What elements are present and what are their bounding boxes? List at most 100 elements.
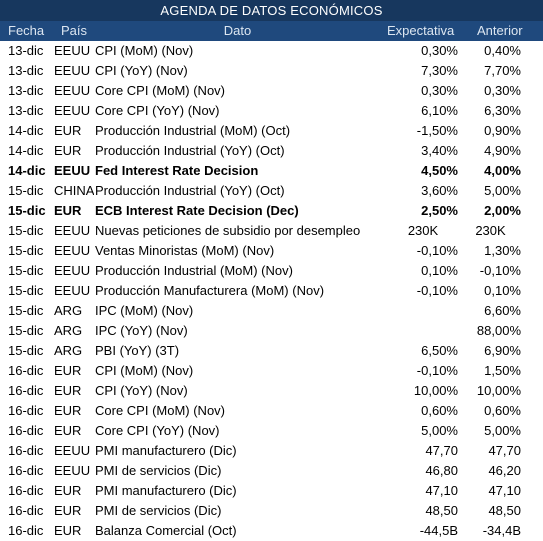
cell-dato: CPI (YoY) (Nov) xyxy=(95,383,188,398)
cell-pais: EEUU xyxy=(54,63,91,78)
cell-anterior: 0,90% xyxy=(484,123,521,138)
cell-dato: ECB Interest Rate Decision (Dec) xyxy=(95,203,299,218)
cell-dato: IPC (YoY) (Nov) xyxy=(95,323,188,338)
cell-dato: Producción Industrial (YoY) (Oct) xyxy=(95,183,285,198)
cell-expectativa: 6,10% xyxy=(421,103,458,118)
cell-pais: EEUU xyxy=(54,263,91,278)
cell-dato: Ventas Minoristas (MoM) (Nov) xyxy=(95,243,275,258)
cell-dato: PMI manufacturero (Dic) xyxy=(95,443,237,458)
table-row: 15-dic CHINA Producción Industrial (YoY) (… xyxy=(0,181,543,201)
cell-expectativa: -0,10% xyxy=(416,283,458,298)
cell-fecha: 14-dic xyxy=(8,143,44,158)
cell-expectativa: 47,10 xyxy=(425,483,458,498)
cell-dato: PBI (YoY) (3T) xyxy=(95,343,180,358)
cell-pais: EUR xyxy=(54,383,82,398)
cell-pais: EUR xyxy=(54,403,82,418)
cell-dato: CPI (MoM) (Nov) xyxy=(95,363,194,378)
cell-dato: PMI de servicios (Dic) xyxy=(95,463,222,478)
table-row: 13-dic EEUU CPI (MoM) (Nov) 0,30% 0,40% xyxy=(0,41,543,61)
cell-expectativa: 10,00% xyxy=(413,383,458,398)
cell-anterior: 47,10 xyxy=(488,483,521,498)
cell-fecha: 15-dic xyxy=(8,183,44,198)
table-row: 15-dic ARG IPC (MoM) (Nov) 6,60% xyxy=(0,301,543,321)
table-row: 16-dic EUR PMI manufacturero (Dic) 47,10 47,… xyxy=(0,481,543,501)
cell-expectativa: 3,40% xyxy=(421,143,458,158)
cell-pais: ARG xyxy=(54,303,83,318)
cell-expectativa: 0,60% xyxy=(421,403,458,418)
table-row: 16-dic EUR Balanza Comercial (Oct) -44,5B -3… xyxy=(0,521,543,541)
cell-anterior: 1,30% xyxy=(484,243,521,258)
cell-fecha: 14-dic xyxy=(8,163,46,178)
sheet-title: AGENDA DE DATOS ECONÓMICOS xyxy=(0,0,543,21)
cell-pais: EEUU xyxy=(54,103,91,118)
header-pais: País xyxy=(61,23,88,38)
table-row: 16-dic EUR CPI (MoM) (Nov) -0,10% 1,50% xyxy=(0,361,543,381)
cell-anterior: 5,00% xyxy=(484,183,521,198)
table-row: 13-dic EEUU Core CPI (MoM) (Nov) 0,30% 0,30% xyxy=(0,81,543,101)
cell-expectativa: -0,10% xyxy=(416,363,458,378)
cell-anterior: 46,20 xyxy=(488,463,521,478)
cell-fecha: 15-dic xyxy=(8,343,44,358)
cell-anterior: 1,50% xyxy=(484,363,521,378)
cell-fecha: 15-dic xyxy=(8,263,44,278)
cell-expectativa: 230K xyxy=(407,223,439,238)
table-row: 14-dic EEUU Fed Interest Rate Decision 4,50… xyxy=(0,161,543,181)
table-row: 15-dic ARG IPC (YoY) (Nov) 88,00% xyxy=(0,321,543,341)
cell-fecha: 16-dic xyxy=(8,523,44,538)
cell-expectativa: 4,50% xyxy=(421,163,458,178)
table-row: 15-dic EEUU Ventas Minoristas (MoM) (Nov) -… xyxy=(0,241,543,261)
cell-fecha: 15-dic xyxy=(8,283,44,298)
header-anterior: Anterior xyxy=(477,23,523,38)
cell-fecha: 13-dic xyxy=(8,43,44,58)
cell-dato: PMI manufacturero (Dic) xyxy=(95,483,237,498)
cell-pais: EEUU xyxy=(54,443,91,458)
cell-dato: Nuevas peticiones de subsidio por desemp… xyxy=(95,223,361,238)
cell-anterior: 0,30% xyxy=(484,83,521,98)
cell-fecha: 16-dic xyxy=(8,483,44,498)
cell-anterior: 230K xyxy=(475,223,506,238)
table-row: 13-dic EEUU CPI (YoY) (Nov) 7,30% 7,70% xyxy=(0,61,543,81)
table-row: 14-dic EUR Producción Industrial (YoY) (Oc… xyxy=(0,141,543,161)
table-row: 15-dic EEUU Nuevas peticiones de subsidio … xyxy=(0,221,543,241)
table-row: 15-dic EEUU Producción Industrial (MoM) (N… xyxy=(0,261,543,281)
cell-anterior: 6,60% xyxy=(484,303,521,318)
table-row: 16-dic EUR Core CPI (YoY) (Nov) 5,00% 5,00% xyxy=(0,421,543,441)
cell-dato: Producción Industrial (YoY) (Oct) xyxy=(95,143,285,158)
cell-anterior: 47,70 xyxy=(488,443,521,458)
cell-anterior: 0,10% xyxy=(484,283,521,298)
table-row: 15-dic ARG PBI (YoY) (3T) 6,50% 6,90% xyxy=(0,341,543,361)
table-row: 16-dic EEUU PMI de servicios (Dic) 46,80 46,… xyxy=(0,461,543,481)
cell-anterior: 4,90% xyxy=(484,143,521,158)
cell-pais: EEUU xyxy=(54,463,91,478)
table-row: 16-dic EUR PMI de servicios (Dic) 48,50 48,5… xyxy=(0,501,543,521)
cell-dato: CPI (MoM) (Nov) xyxy=(95,43,194,58)
cell-pais: EUR xyxy=(54,503,82,518)
cell-fecha: 13-dic xyxy=(8,83,44,98)
cell-expectativa: -0,10% xyxy=(416,243,458,258)
cell-anterior: 48,50 xyxy=(488,503,521,518)
cell-dato: PMI de servicios (Dic) xyxy=(95,503,222,518)
cell-pais: EEUU xyxy=(54,243,91,258)
cell-expectativa: 46,80 xyxy=(425,463,458,478)
table-row: 16-dic EUR CPI (YoY) (Nov) 10,00% 10,00% xyxy=(0,381,543,401)
table-row: 13-dic EEUU Core CPI (YoY) (Nov) 6,10% 6,30% xyxy=(0,101,543,121)
cell-expectativa: 5,00% xyxy=(421,423,458,438)
cell-fecha: 13-dic xyxy=(8,63,44,78)
cell-pais: EUR xyxy=(54,523,82,538)
cell-expectativa: 2,50% xyxy=(421,203,458,218)
cell-anterior: 6,30% xyxy=(484,103,521,118)
cell-dato: Producción Industrial (MoM) (Oct) xyxy=(95,123,291,138)
table-row: 16-dic EEUU PMI manufacturero (Dic) 47,70 47… xyxy=(0,441,543,461)
cell-dato: Producción Manufacturera (MoM) (Nov) xyxy=(95,283,325,298)
cell-dato: CPI (YoY) (Nov) xyxy=(95,63,188,78)
cell-pais: CHINA xyxy=(54,183,94,198)
cell-dato: Producción Industrial (MoM) (Nov) xyxy=(95,263,293,278)
table-row: 14-dic EUR Producción Industrial (MoM) (Oc… xyxy=(0,121,543,141)
cell-fecha: 15-dic xyxy=(8,323,44,338)
cell-anterior: 0,40% xyxy=(484,43,521,58)
cell-pais: EUR xyxy=(54,423,82,438)
cell-fecha: 14-dic xyxy=(8,123,44,138)
cell-dato: Core CPI (YoY) (Nov) xyxy=(95,103,220,118)
cell-expectativa: 47,70 xyxy=(425,443,458,458)
